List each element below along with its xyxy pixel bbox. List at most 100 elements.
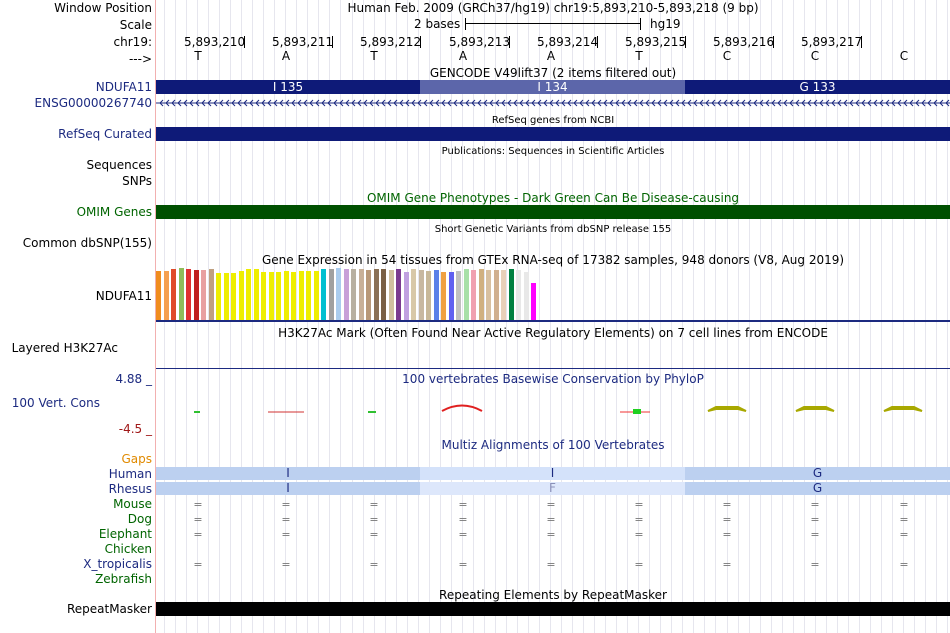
- cons-mark-4: [441, 404, 483, 412]
- gtex-bar[interactable]: [448, 272, 454, 320]
- exon-segment-3[interactable]: G 133: [685, 80, 950, 94]
- gtex-bar[interactable]: [486, 270, 491, 320]
- omim-bar[interactable]: [156, 205, 950, 219]
- gtex-bar[interactable]: [193, 270, 199, 320]
- gtex-bar[interactable]: [501, 270, 506, 320]
- gtex-bar[interactable]: [238, 271, 244, 320]
- gtex-bar[interactable]: [531, 283, 536, 320]
- alignment-match: =: [810, 528, 820, 541]
- publications-label[interactable]: Sequences: [86, 158, 152, 172]
- gtex-bar[interactable]: [381, 269, 386, 320]
- ensg-intron-line[interactable]: [156, 98, 950, 108]
- gtex-bar[interactable]: [478, 269, 484, 320]
- exon-segment-2[interactable]: I 134: [420, 80, 685, 94]
- gtex-bar[interactable]: [186, 269, 191, 320]
- ensg-label[interactable]: ENSG00000267740: [34, 96, 152, 110]
- species-label[interactable]: Chicken: [104, 542, 152, 556]
- alignment-match: =: [899, 513, 909, 526]
- gtex-bar[interactable]: [426, 271, 431, 320]
- gtex-bar[interactable]: [366, 270, 371, 320]
- gencode-gene-label[interactable]: NDUFA11: [95, 80, 152, 94]
- gtex-bar[interactable]: [246, 269, 251, 320]
- gtex-bar[interactable]: [321, 269, 326, 320]
- species-label[interactable]: Mouse: [113, 497, 152, 511]
- grid-line: [804, 0, 805, 633]
- gtex-bar[interactable]: [471, 270, 476, 320]
- gtex-bar[interactable]: [276, 272, 281, 320]
- cons-mark-9: [883, 406, 923, 412]
- omim-label[interactable]: OMIM Genes: [76, 205, 152, 219]
- grid-line: [738, 0, 739, 633]
- gtex-bar[interactable]: [208, 269, 214, 320]
- gtex-bar[interactable]: [516, 270, 521, 320]
- ruler-position: 5,893,215: [625, 35, 687, 49]
- gtex-bar[interactable]: [463, 269, 469, 320]
- gtex-bar[interactable]: [418, 270, 424, 320]
- gtex-bar[interactable]: [373, 269, 379, 320]
- gtex-bar[interactable]: [351, 269, 356, 320]
- gtex-bar[interactable]: [201, 270, 206, 320]
- species-label[interactable]: Zebrafish: [95, 572, 152, 586]
- gtex-bar[interactable]: [156, 271, 161, 320]
- alignment-match: =: [634, 528, 644, 541]
- repeat-label[interactable]: RepeatMasker: [66, 602, 152, 616]
- h3k27ac-label[interactable]: Layered H3K27Ac: [11, 341, 118, 355]
- repeat-bar[interactable]: [156, 602, 950, 616]
- gtex-bar[interactable]: [336, 268, 341, 320]
- cons-plot[interactable]: [156, 400, 950, 420]
- species-label[interactable]: X_tropicalis: [83, 557, 152, 571]
- gtex-bar[interactable]: [283, 271, 289, 320]
- gtex-bar[interactable]: [328, 269, 334, 320]
- gtex-bar[interactable]: [411, 269, 416, 320]
- exon-segment-1[interactable]: I 135: [156, 80, 420, 94]
- gtex-bar[interactable]: [396, 269, 401, 320]
- ruler-position: 5,893,212: [360, 35, 422, 49]
- grid-line: [660, 0, 661, 633]
- gtex-bar[interactable]: [253, 269, 259, 320]
- gtex-bar[interactable]: [403, 272, 409, 320]
- gencode-title: GENCODE V49lift37 (2 items filtered out): [429, 66, 677, 80]
- dbsnp-label[interactable]: Common dbSNP(155): [22, 236, 152, 250]
- gtex-bar[interactable]: [313, 271, 319, 320]
- species-label[interactable]: Dog: [127, 512, 152, 526]
- gtex-bar[interactable]: [178, 268, 184, 320]
- gtex-bar[interactable]: [163, 271, 169, 320]
- gtex-bar[interactable]: [223, 273, 229, 320]
- gtex-bar[interactable]: [306, 271, 311, 320]
- window-position-label: Window Position: [54, 1, 152, 15]
- gtex-bar[interactable]: [493, 270, 499, 320]
- cons-label[interactable]: 100 Vert. Cons: [11, 396, 100, 410]
- human-label[interactable]: Human: [108, 467, 152, 481]
- alignment-match: =: [281, 558, 291, 571]
- dbsnp-title: Short Genetic Variants from dbSNP releas…: [434, 224, 672, 235]
- rhesus-label[interactable]: Rhesus: [108, 482, 152, 496]
- gtex-bar[interactable]: [358, 269, 364, 320]
- gtex-bar[interactable]: [171, 269, 176, 320]
- gtex-bar[interactable]: [268, 272, 274, 320]
- refseq-label[interactable]: RefSeq Curated: [58, 127, 152, 141]
- gaps-label[interactable]: Gaps: [121, 452, 152, 466]
- gtex-bar[interactable]: [433, 270, 439, 320]
- gtex-chart[interactable]: [156, 268, 556, 320]
- gtex-bar[interactable]: [231, 273, 236, 320]
- gtex-bar[interactable]: [343, 269, 349, 320]
- gtex-bar[interactable]: [456, 271, 461, 320]
- gtex-bar[interactable]: [298, 271, 304, 320]
- gtex-label[interactable]: NDUFA11: [95, 289, 152, 303]
- gtex-bar[interactable]: [291, 272, 296, 320]
- gtex-bar[interactable]: [523, 272, 529, 320]
- gencode-gene-bar[interactable]: I 135 I 134 G 133: [156, 80, 950, 94]
- alignment-match: =: [634, 513, 644, 526]
- refseq-bar[interactable]: [156, 127, 950, 141]
- gtex-bar[interactable]: [508, 269, 514, 320]
- gtex-bar[interactable]: [388, 270, 394, 320]
- gtex-bar[interactable]: [261, 272, 266, 320]
- rhesus-alignment-row[interactable]: I F G: [156, 482, 950, 495]
- gtex-bar[interactable]: [216, 273, 221, 320]
- species-label[interactable]: Elephant: [98, 527, 152, 541]
- gtex-bar[interactable]: [441, 272, 446, 320]
- alignment-match: =: [899, 528, 909, 541]
- human-aa-1: I: [156, 467, 420, 480]
- snps-label[interactable]: SNPs: [122, 174, 152, 188]
- human-alignment-row[interactable]: I I G: [156, 467, 950, 480]
